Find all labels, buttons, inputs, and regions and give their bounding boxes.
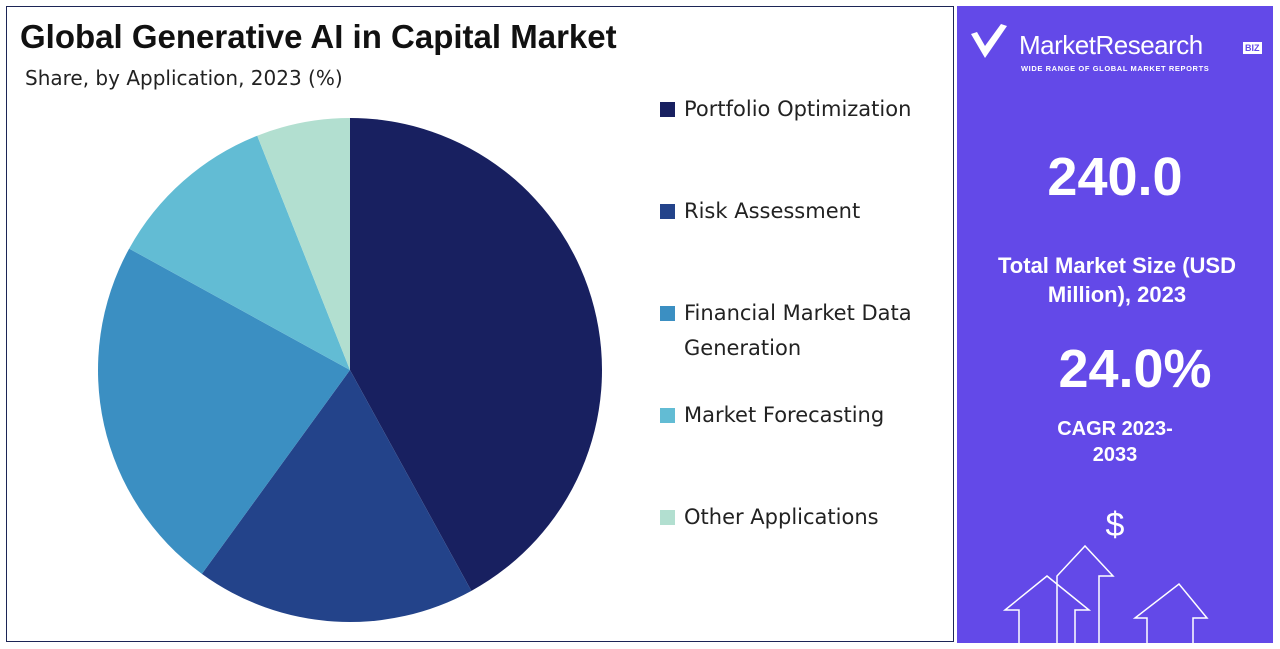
arrows bbox=[1002, 544, 1209, 643]
brand: MarketResearch bbox=[1019, 30, 1203, 60]
pie-slice bbox=[129, 135, 350, 370]
chart-frame bbox=[6, 6, 954, 642]
legend-label: Market Forecasting bbox=[684, 403, 885, 427]
legend-swatch bbox=[660, 510, 675, 525]
chart-title: Global Generative AI in Capital Market bbox=[20, 18, 617, 55]
market-size-label: Total Market Size (USD Million), 2023 bbox=[998, 253, 1236, 307]
legend-label: Other Applications bbox=[684, 505, 879, 529]
legend-swatch bbox=[660, 408, 675, 423]
info-panel: MarketResearch BIZ WIDE RANGE OF GLOBAL … bbox=[957, 6, 1273, 643]
currency-symbol: $ bbox=[1105, 506, 1125, 544]
cagr-label: CAGR 2023-2033 bbox=[1057, 418, 1173, 466]
legend-label: Portfolio Optimization bbox=[684, 97, 912, 121]
legend-item: Financial Market Data Generation bbox=[660, 296, 944, 366]
legend-swatch bbox=[660, 102, 675, 117]
panel-graphics bbox=[971, 24, 1209, 643]
legend-item: Other Applications bbox=[660, 500, 944, 535]
legend-swatch bbox=[660, 204, 675, 219]
tagline: WIDE RANGE OF GLOBAL MARKET REPORTS bbox=[1021, 64, 1210, 73]
legend-label: Risk Assessment bbox=[684, 199, 861, 223]
chart-subtitle: Share, by Application, 2023 (%) bbox=[25, 66, 343, 90]
legend-item: Market Forecasting bbox=[660, 398, 944, 433]
cagr: 24.0% bbox=[1058, 339, 1212, 399]
pie-slice bbox=[97, 248, 350, 574]
logo-icon bbox=[971, 24, 1007, 58]
legend-swatch bbox=[660, 306, 675, 321]
brand-tag: BIZ bbox=[1243, 42, 1262, 54]
pie-slice bbox=[201, 370, 472, 622]
legend-item: Portfolio Optimization bbox=[660, 92, 944, 127]
legend-item: Risk Assessment bbox=[660, 194, 944, 229]
pie-chart bbox=[97, 118, 603, 622]
pie-slice bbox=[257, 118, 350, 370]
legend-label: Financial Market Data Generation bbox=[684, 301, 912, 360]
pie-slice bbox=[350, 118, 603, 591]
market-size: 240.0 bbox=[1047, 147, 1183, 207]
